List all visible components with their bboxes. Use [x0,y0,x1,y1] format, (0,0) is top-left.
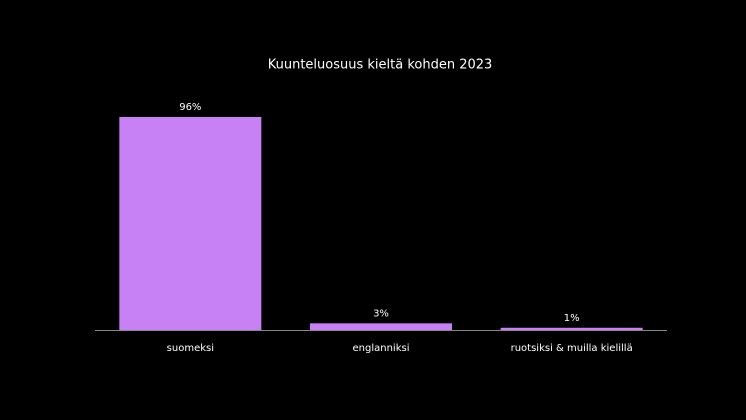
value-label: 1% [564,313,580,324]
bar [119,117,262,330]
chart-title: Kuunteluosuus kieltä kohden 2023 [268,58,493,73]
x-tick-label: ruotsiksi & muilla kielillä [511,343,633,354]
bar [310,323,452,330]
x-tick-label: englanniksi [353,343,410,354]
value-label: 3% [373,308,389,319]
x-tick-label: suomeksi [167,343,214,354]
bar [500,327,643,330]
value-label: 96% [179,102,201,113]
